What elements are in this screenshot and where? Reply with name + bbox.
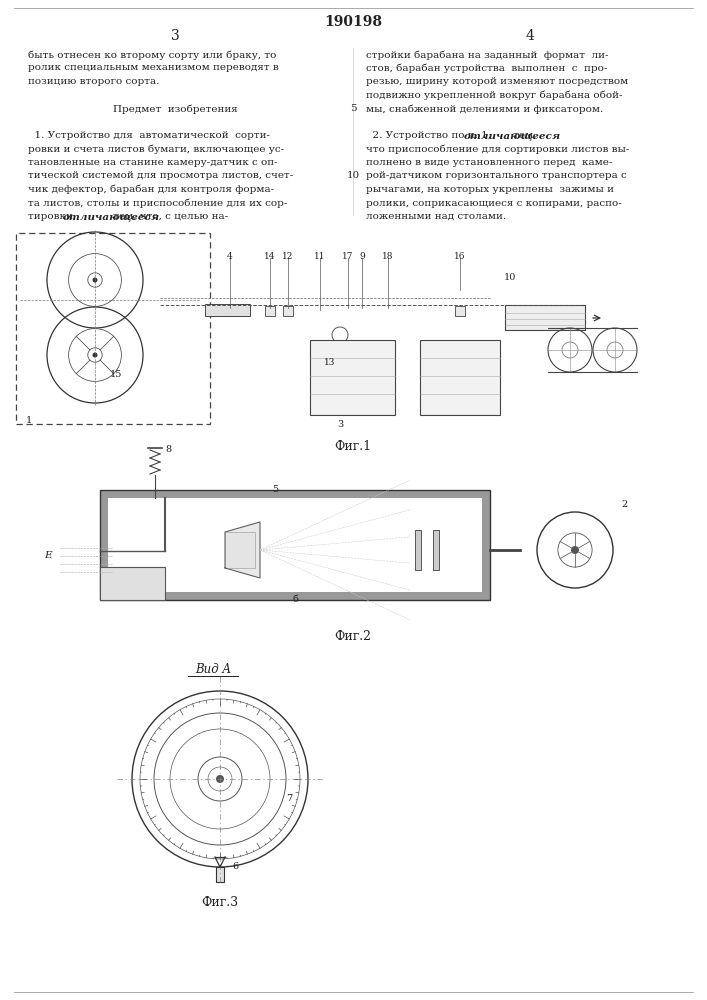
Text: 6: 6 — [232, 862, 238, 871]
Text: рычагами, на которых укреплены  зажимы и: рычагами, на которых укреплены зажимы и — [366, 185, 614, 194]
Text: 11: 11 — [314, 252, 326, 261]
Text: 10: 10 — [504, 273, 516, 282]
Text: 190198: 190198 — [324, 15, 382, 29]
Bar — [482, 490, 490, 600]
Text: ролики, соприкасающиеся с копирами, распо-: ролики, соприкасающиеся с копирами, расп… — [366, 198, 621, 208]
Text: ровки и счета листов бумаги, включающее ус-: ровки и счета листов бумаги, включающее … — [28, 144, 284, 154]
Bar — [100, 490, 108, 600]
Bar — [505, 305, 585, 330]
Bar — [100, 490, 490, 498]
Text: стройки барабана на заданный  формат  ли-: стройки барабана на заданный формат ли- — [366, 50, 609, 60]
Text: 1: 1 — [26, 416, 33, 425]
Text: отличающееся: отличающееся — [464, 131, 561, 140]
Bar — [310, 340, 395, 415]
Text: 3: 3 — [170, 29, 180, 43]
Text: 2. Устройство по п. 1,: 2. Устройство по п. 1, — [366, 131, 494, 140]
Text: 15: 15 — [110, 370, 122, 379]
Text: отличающееся: отличающееся — [63, 212, 160, 221]
Text: та листов, столы и приспособление для их сор-: та листов, столы и приспособление для их… — [28, 198, 287, 208]
Text: чик дефектор, барабан для контроля форма-: чик дефектор, барабан для контроля форма… — [28, 185, 274, 194]
Text: тировки,: тировки, — [28, 212, 79, 221]
Bar — [100, 567, 165, 600]
Text: полнено в виде установленного перед  каме-: полнено в виде установленного перед каме… — [366, 158, 612, 167]
Text: рой-датчиком горизонтального транспортера с: рой-датчиком горизонтального транспортер… — [366, 172, 626, 180]
Bar — [205, 304, 250, 316]
Bar — [455, 306, 465, 316]
Text: 7: 7 — [286, 794, 292, 803]
Text: 17: 17 — [342, 252, 354, 261]
Text: 5: 5 — [350, 104, 356, 113]
Polygon shape — [225, 522, 260, 578]
Bar — [225, 306, 235, 316]
Text: 1. Устройство для  автоматической  сорти-: 1. Устройство для автоматической сорти- — [28, 131, 270, 140]
Text: 2: 2 — [621, 500, 627, 509]
Text: подвижно укрепленной вокруг барабана обой-: подвижно укрепленной вокруг барабана обо… — [366, 91, 622, 100]
Text: E: E — [45, 552, 52, 560]
Text: 18: 18 — [382, 252, 394, 261]
Text: тановленные на станине камеру-датчик с оп-: тановленные на станине камеру-датчик с о… — [28, 158, 278, 167]
Text: 12: 12 — [282, 252, 293, 261]
Circle shape — [216, 775, 224, 783]
Text: 13: 13 — [325, 358, 336, 367]
Text: Фиг.1: Фиг.1 — [334, 440, 372, 452]
Text: 4: 4 — [227, 252, 233, 261]
Text: 14: 14 — [264, 252, 276, 261]
Text: 9: 9 — [359, 252, 365, 261]
Text: 16: 16 — [455, 252, 466, 261]
Text: 4: 4 — [525, 29, 534, 43]
Text: стов, барабан устройства  выполнен  с  про-: стов, барабан устройства выполнен с про- — [366, 64, 607, 73]
Text: 10: 10 — [346, 172, 360, 180]
Text: 3: 3 — [337, 420, 343, 429]
Text: 5: 5 — [272, 485, 279, 494]
Bar — [420, 340, 500, 415]
Text: ролик специальным механизмом переводят в: ролик специальным механизмом переводят в — [28, 64, 279, 73]
Text: 8: 8 — [165, 445, 171, 454]
Bar — [433, 530, 439, 570]
Text: б: б — [292, 595, 298, 604]
Circle shape — [571, 546, 579, 554]
Bar — [225, 532, 255, 568]
Text: что приспособление для сортировки листов вы-: что приспособление для сортировки листов… — [366, 144, 629, 154]
Bar — [100, 592, 490, 600]
Bar — [16, 233, 210, 424]
Text: тической системой для просмотра листов, счет-: тической системой для просмотра листов, … — [28, 172, 293, 180]
Text: мы, снабженной делениями и фиксатором.: мы, снабженной делениями и фиксатором. — [366, 104, 603, 113]
Circle shape — [93, 277, 98, 282]
Text: быть отнесен ко второму сорту или браку, то: быть отнесен ко второму сорту или браку,… — [28, 50, 276, 60]
Bar — [265, 306, 275, 316]
Text: позицию второго сорта.: позицию второго сорта. — [28, 77, 159, 86]
Text: Вид A: Вид A — [195, 663, 231, 676]
Bar — [100, 490, 490, 600]
Bar — [415, 530, 421, 570]
Circle shape — [93, 353, 98, 358]
Text: резью, ширину которой изменяют посредством: резью, ширину которой изменяют посредств… — [366, 77, 629, 86]
Text: ложенными над столами.: ложенными над столами. — [366, 212, 506, 221]
Text: тем,: тем, — [510, 131, 537, 140]
Bar — [283, 306, 293, 316]
Bar — [216, 867, 224, 882]
Text: тем, что, с целью на-: тем, что, с целью на- — [110, 212, 228, 221]
Text: Фиг.3: Фиг.3 — [201, 896, 238, 908]
Text: Предмет  изобретения: Предмет изобретения — [112, 104, 238, 113]
Text: Фиг.2: Фиг.2 — [334, 631, 371, 644]
